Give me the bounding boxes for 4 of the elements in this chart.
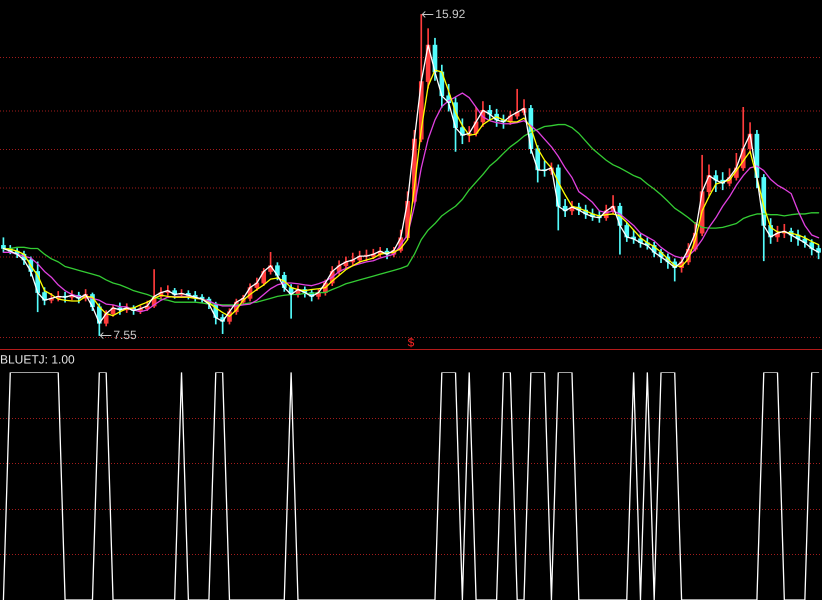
annotation: 7.55 bbox=[113, 328, 138, 342]
annotation: 15.92 bbox=[435, 6, 466, 21]
chart-title: BLUETJ: 1.00 bbox=[0, 352, 76, 367]
annotation: $ bbox=[408, 335, 415, 350]
